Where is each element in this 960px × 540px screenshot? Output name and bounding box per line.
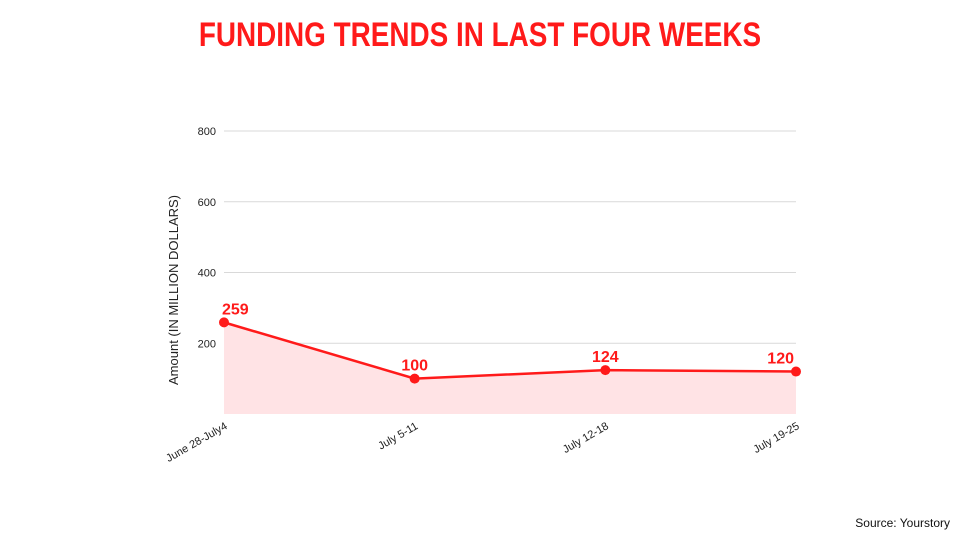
data-label: 124 <box>592 349 619 366</box>
source-note: Source: Yourstory <box>855 516 950 530</box>
series-line <box>223 321 797 380</box>
data-point <box>409 373 420 384</box>
chart-title: FUNDING TRENDS IN LAST FOUR WEEKS <box>198 16 762 54</box>
data-labels: 259 100 124 120 <box>222 301 794 374</box>
x-tick-label: June 28-July4 <box>164 420 229 465</box>
data-label: 100 <box>401 358 428 375</box>
y-tick-labels: 200 400 600 800 <box>198 126 216 350</box>
x-tick-label: July 12-18 <box>561 420 611 456</box>
x-tick-label: July 19-25 <box>752 420 802 456</box>
data-point <box>219 317 229 328</box>
x-tick-labels: June 28-July4 July 5-11 July 12-18 July 19-… <box>164 420 801 465</box>
data-points <box>219 317 801 384</box>
data-label: 259 <box>222 301 249 318</box>
gridlines <box>224 130 796 344</box>
data-label: 120 <box>767 351 794 368</box>
y-axis-label: Amount (IN MILLION DOLLARS) <box>166 195 181 385</box>
x-tick-label: July 5-11 <box>376 420 420 452</box>
y-tick-label: 600 <box>198 197 216 209</box>
data-point <box>791 366 801 377</box>
y-tick-label: 400 <box>198 268 216 280</box>
y-tick-label: 800 <box>198 126 216 138</box>
data-point <box>600 365 611 376</box>
y-tick-label: 200 <box>198 338 216 350</box>
area-fill <box>224 322 796 414</box>
